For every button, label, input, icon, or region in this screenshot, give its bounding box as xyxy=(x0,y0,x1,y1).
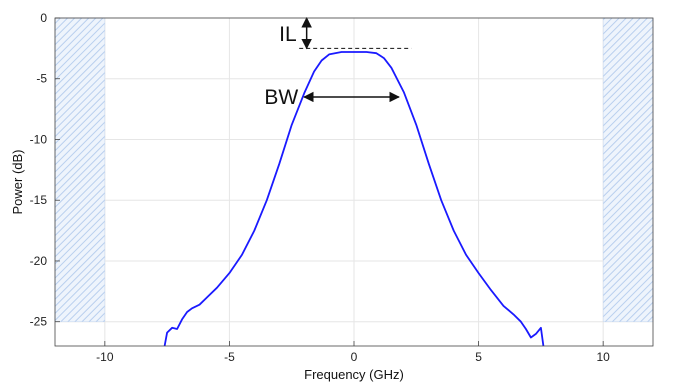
x-tick-label: 10 xyxy=(596,350,610,364)
x-axis-title: Frequency (GHz) xyxy=(304,367,404,382)
il-label: IL xyxy=(279,23,297,46)
x-tick-label: -10 xyxy=(96,350,114,364)
y-axis-title: Power (dB) xyxy=(10,149,25,214)
y-tick-label: 0 xyxy=(40,11,47,25)
shaded-regions xyxy=(54,17,654,322)
x-tick-label: -5 xyxy=(224,350,235,364)
x-tick-label: 0 xyxy=(351,350,358,364)
y-tick-label: -10 xyxy=(30,132,48,146)
series-line xyxy=(163,51,545,347)
grid-lines xyxy=(55,17,653,346)
y-tick-label: -20 xyxy=(30,254,48,268)
series-layer xyxy=(163,51,545,347)
bw-label: BW xyxy=(264,86,298,109)
shaded-region xyxy=(54,17,106,322)
y-tick-label: -15 xyxy=(30,193,48,207)
annotations: IL BW xyxy=(264,16,412,109)
y-tick-label: -5 xyxy=(36,72,47,86)
y-tick-label: -25 xyxy=(30,315,48,329)
axes: -10 -5 0 5 10 0 -5 -10 -15 -20 -25 xyxy=(30,11,654,364)
x-tick-label: 5 xyxy=(475,350,482,364)
shaded-region xyxy=(602,17,654,322)
